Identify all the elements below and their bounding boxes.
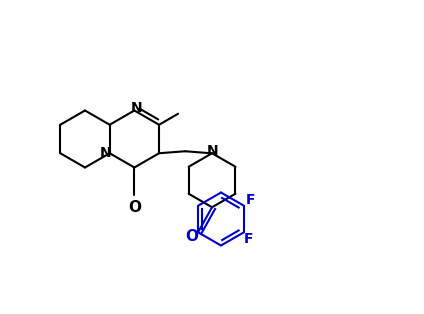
Text: O: O (186, 229, 198, 244)
Text: F: F (246, 193, 256, 207)
Text: N: N (131, 101, 142, 116)
Text: N: N (207, 144, 219, 158)
Text: O: O (128, 199, 141, 214)
Text: F: F (244, 232, 254, 246)
Text: N: N (100, 146, 112, 160)
